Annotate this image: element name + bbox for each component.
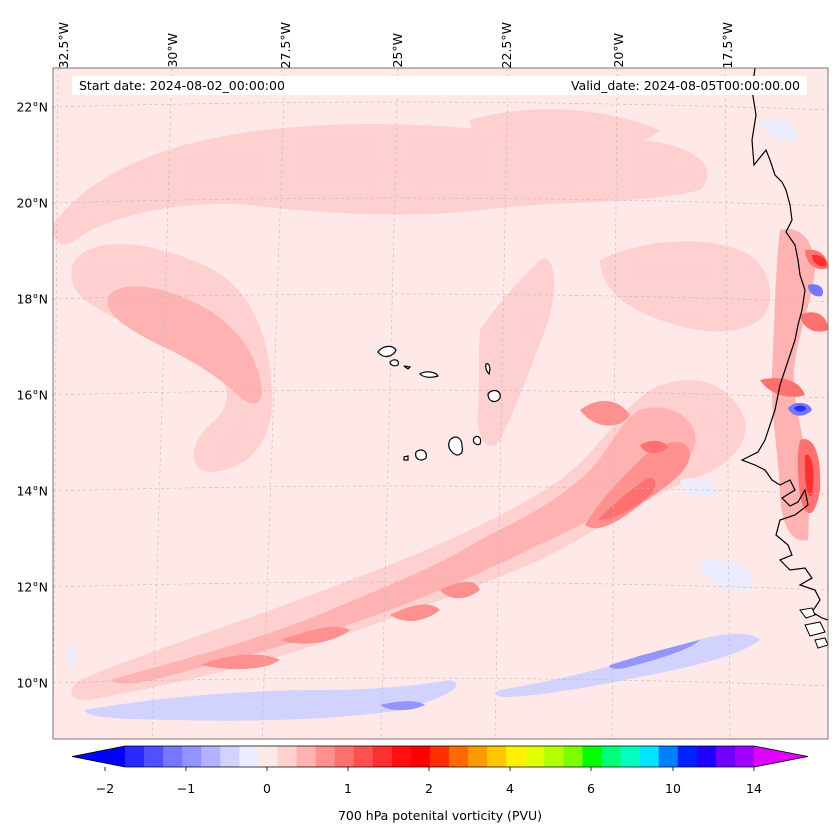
cape-verde-islands [377,345,501,461]
colorbar-swatch [296,746,317,767]
colorbar-swatch [144,746,164,767]
colorbar-swatch [468,746,488,767]
colorbar-swatch [201,746,221,767]
lat-label-2: 20°N [16,195,48,211]
lat-label-7: 10°N [16,675,48,691]
colorbar-swatch [639,746,660,767]
island-sao-nicolau [419,371,439,378]
colorbar-swatch [696,746,717,767]
lon-label-5: 22.5°W [498,21,514,68]
colorbar-swatch [544,746,564,767]
pv-field-coast-red [760,249,828,514]
colorbar-swatch [258,746,278,767]
map-area [53,68,828,739]
colorbar-swatch [601,746,621,767]
lon-label-1: 32.5°W [55,21,71,68]
pv-field-west-core [107,286,263,404]
colorbar-swatch [715,746,736,767]
lon-label-3: 27.5°W [277,21,293,68]
pv-field-north-band-2 [470,109,660,152]
lat-label-6: 12°N [16,579,48,595]
colorbar-swatch [353,746,374,767]
pv-field-coast-core [598,440,668,520]
island-santo-antao [377,345,397,358]
colorbar-swatch [449,746,469,767]
pv-field-blue-band-south [85,680,457,721]
colorbar-tick-label: 0 [263,781,271,796]
pv-field-coast-strong [804,254,827,496]
colorbar-swatch [372,746,393,767]
pv-field-north-band [53,123,708,245]
africa-coastline [740,68,828,621]
colorbar-extend-min [72,746,125,767]
lat-label-1: 22°N [16,99,48,115]
colorbar-swatch [125,746,145,767]
colorbar-outline [71,745,809,768]
colorbar-swatch [620,746,641,767]
lat-label-4: 16°N [16,387,48,403]
colorbar-swatch [677,746,698,767]
pv-field-main-band-core [110,407,696,684]
colorbar-extend-max [754,746,808,767]
island-santa-luzia [403,365,412,370]
colorbar-tick-label: 10 [665,781,681,796]
start-date-text: Start date: 2024-08-02_00:00:00 [79,78,285,93]
colorbar-swatch [582,746,602,767]
colorbar [71,745,809,771]
colorbar-swatch [429,746,450,767]
island-maio [472,435,482,446]
lon-label-6: 20°W [610,33,626,68]
colorbar-swatch [334,746,355,767]
island-sao-vicente [389,359,399,367]
island-fogo [415,449,427,461]
colorbar-swatch [239,746,259,767]
colorbar-title: 700 hPa potenital vorticity (PVU) [337,808,543,823]
colorbar-swatch [163,746,183,767]
colorbar-tick-label: 6 [587,781,595,796]
graticule [53,68,828,739]
pv-field-northeast [600,241,771,332]
island-santiago [448,436,463,456]
colorbar-swatch [410,746,431,767]
colorbar-swatch [315,746,336,767]
colorbar-tick-label: −1 [176,781,196,796]
colorbar-tick-label: 14 [746,781,762,796]
colorbar-tick-label: 1 [344,781,352,796]
colorbar-swatch [525,746,545,767]
date-info-bar: Start date: 2024-08-02_00:00:00 Valid_da… [72,76,807,95]
lat-label-3: 18°N [16,291,48,307]
colorbar-swatch [220,746,240,767]
pv-field-band-maxima [200,581,480,670]
colorbar-swatch [391,746,412,767]
pv-field-main-band [71,380,746,701]
island-boa-vista [487,389,501,403]
pv-field-blue-core [380,640,700,711]
map-frame [52,67,829,740]
valid-date-text: Valid_date: 2024-08-05T00:00:00.00 [570,78,800,93]
colorbar-swatch [182,746,202,767]
colorbar-swatch [734,746,755,767]
pv-field-coast-blue-core [794,405,806,412]
lat-label-5: 14°N [16,483,48,499]
island-brava [403,455,409,461]
colorbar-swatch [563,746,583,767]
pv-field-coast-maxima [580,400,690,529]
lon-label-2: 30°W [164,33,180,68]
colorbar-tick-label: −2 [95,781,115,796]
africa-coastline-islands [799,607,828,649]
colorbar-tick-label: 4 [506,781,514,796]
lon-label-4: 25°W [389,33,405,68]
lon-label-7: 17.5°W [719,21,735,68]
colorbar-swatch [506,746,526,767]
colorbar-swatch [487,746,507,767]
colorbar-tick-label: 2 [425,781,433,796]
colorbar-swatch [658,746,679,767]
island-sal [485,363,491,376]
colorbar-swatch [277,746,297,767]
